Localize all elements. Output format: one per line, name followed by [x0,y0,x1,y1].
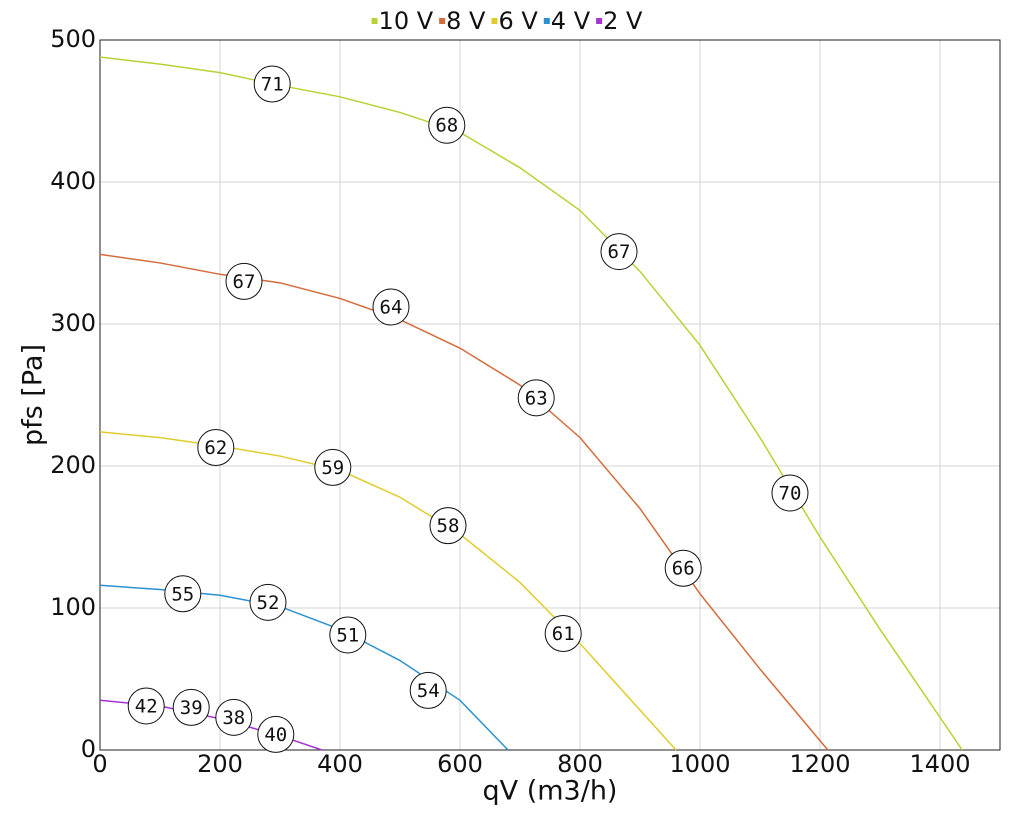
y-tick-label: 200 [50,451,96,479]
marker-circle [429,507,467,545]
marker-circle [197,429,235,467]
x-tick-label: 400 [317,750,363,778]
marker-circle [127,687,165,725]
marker-label: 39 [180,697,203,719]
y-tick-label: 500 [50,25,96,53]
marker-label: 62 [204,437,227,459]
marker-circle [544,615,582,653]
marker-label: 61 [552,623,575,645]
marker-circle [172,688,210,726]
marker-circle [600,233,638,271]
legend-label: 2 V [603,7,643,35]
legend-swatch [439,18,446,24]
x-tick-label: 1400 [909,750,970,778]
series-line [99,584,509,751]
x-tick-label: 600 [437,750,483,778]
marker-label: 40 [264,724,287,746]
y-tick-label: 300 [50,309,96,337]
marker-label: 42 [135,695,158,717]
marker-label: 71 [261,74,284,96]
plot-frame [99,39,1001,751]
legend-swatch [543,18,550,24]
x-tick-label: 0 [92,750,107,778]
series-line [99,431,677,751]
marker-circle [664,549,702,587]
marker-circle [164,575,202,613]
marker-circle [409,671,447,709]
marker-label: 38 [222,707,245,729]
marker-label: 52 [257,592,280,614]
marker-label: 68 [435,115,458,137]
legend-swatch [491,18,498,24]
marker-label: 59 [321,457,344,479]
y-tick-label: 0 [81,735,96,763]
marker-circle [517,379,555,417]
legend-swatch [371,18,378,24]
legend-label: 6 V [498,7,538,35]
marker-circle [372,288,410,326]
y-axis-label: pfs [Pa] [18,344,49,446]
marker-circle [253,65,291,103]
x-axis-label: qV (m3/h) [483,776,618,807]
legend-swatch [596,18,603,24]
marker-circle [257,715,295,753]
marker-label: 54 [417,680,440,702]
marker-circle [329,616,367,654]
marker-label: 67 [233,271,256,293]
marker-label: 51 [336,624,359,646]
marker-circle [225,262,263,300]
legend-label: 10 V [379,7,434,35]
marker-label: 66 [672,558,695,580]
marker-circle [314,448,352,486]
x-tick-label: 1200 [789,750,850,778]
marker-circle [428,106,466,144]
marker-label: 55 [171,583,194,605]
marker-label: 58 [437,515,460,537]
marker-label: 64 [380,296,403,318]
marker-circle [249,583,287,621]
legend-label: 4 V [551,7,591,35]
marker-circle [215,698,253,736]
legend: 10 V 8 V 6 V 4 V 2 V [371,7,643,35]
series-line [99,253,829,751]
y-tick-label: 100 [50,593,96,621]
marker-label: 63 [525,387,548,409]
x-tick-label: 800 [557,750,603,778]
x-tick-label: 200 [197,750,243,778]
legend-label: 8 V [446,7,486,35]
marker-label: 70 [779,482,802,504]
x-tick-label: 1000 [669,750,730,778]
marker-circle [771,474,809,512]
y-tick-label: 400 [50,167,96,195]
marker-label: 67 [608,241,631,263]
